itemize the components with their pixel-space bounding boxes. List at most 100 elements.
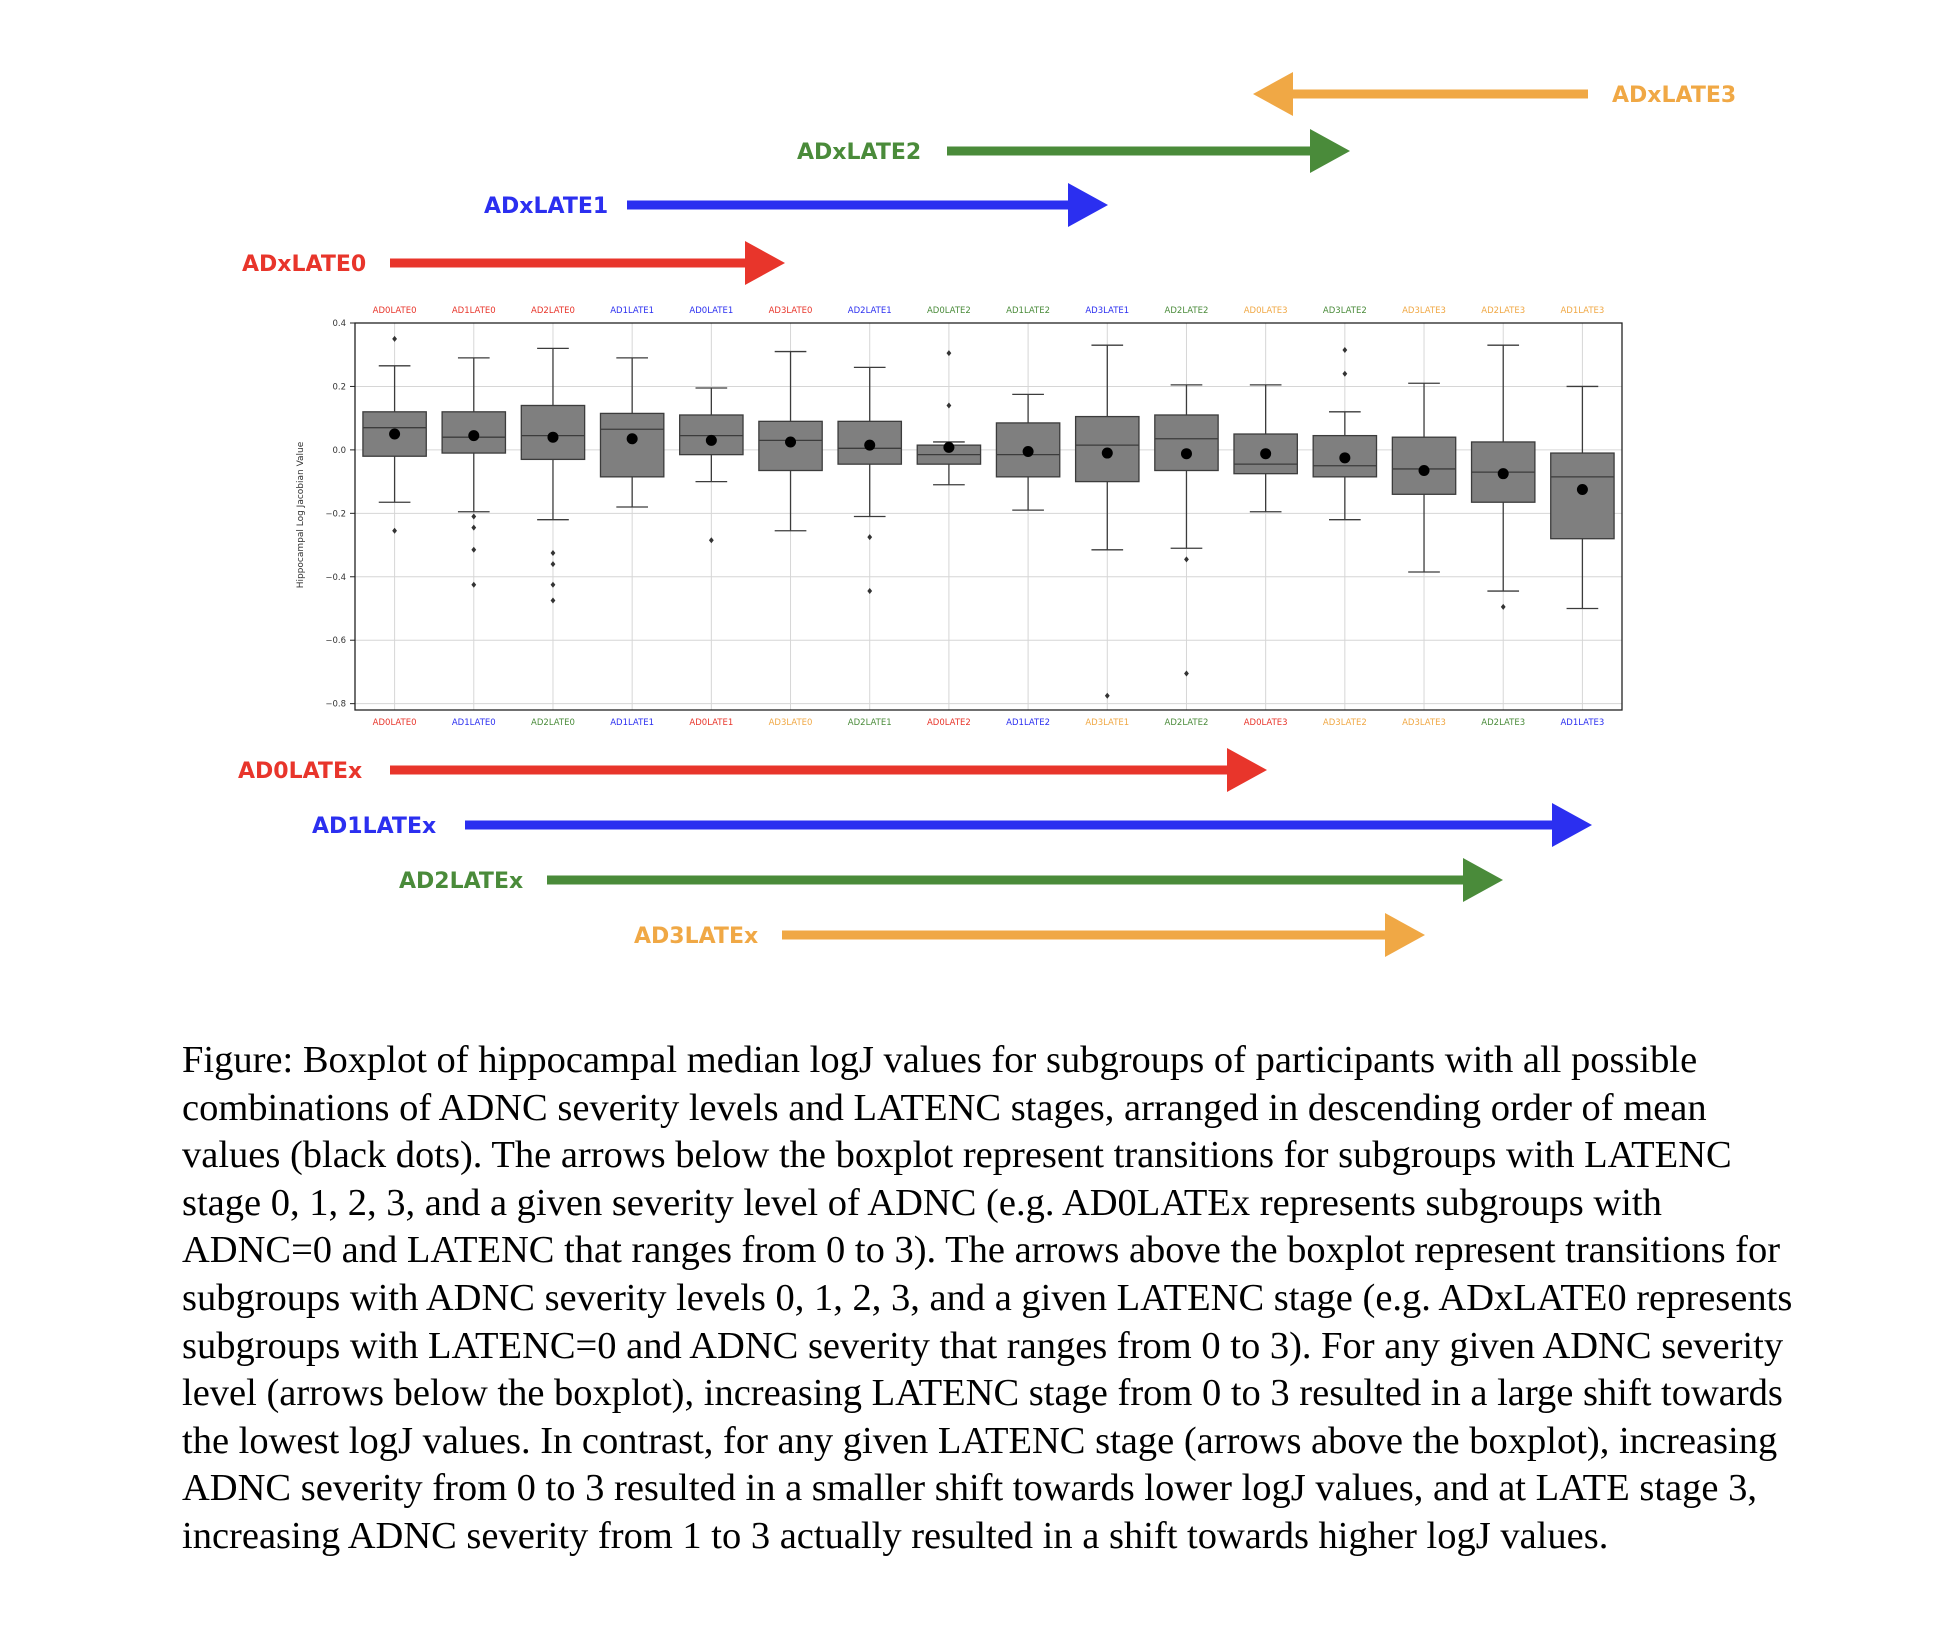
box-14: [1470, 344, 1536, 610]
box-4: [679, 387, 744, 544]
arrow-head: [1463, 858, 1503, 902]
arrow-adxlate1: ADxLATE1: [484, 183, 1108, 227]
box-0: [362, 335, 427, 534]
y-tick-label: −0.2: [325, 509, 346, 519]
arrow-adxlate3: ADxLATE3: [1253, 72, 1736, 116]
mean-dot: [1180, 448, 1192, 460]
arrow-label: ADxLATE3: [1612, 83, 1736, 108]
arrow-label: ADxLATE0: [242, 252, 366, 277]
box-10: [1154, 384, 1219, 677]
box-6: [837, 366, 903, 595]
outlier-point: [1342, 370, 1348, 377]
box-series: [362, 335, 1615, 699]
top-category-label: AD1LATE0: [452, 306, 496, 316]
grid-lines: [355, 322, 1622, 710]
arrow-shaft: [1293, 89, 1588, 99]
top-arrows: ADxLATE0 ADxLATE1 ADxLATE2 ADxLATE3: [242, 72, 1736, 285]
outlier-point: [1342, 346, 1348, 353]
box-1: [441, 357, 507, 588]
top-category-label: AD0LATE2: [927, 306, 971, 316]
outlier-point: [471, 546, 477, 553]
top-category-label: AD2LATE2: [1165, 306, 1209, 316]
mean-dot: [705, 434, 717, 446]
outlier-point: [550, 561, 556, 568]
box-2: [520, 347, 586, 604]
arrow-label: ADxLATE2: [797, 140, 921, 165]
mean-dot: [864, 439, 876, 451]
arrow-shaft: [390, 765, 1227, 775]
box-iqr: [679, 414, 744, 456]
box-12: [1312, 346, 1378, 521]
top-category-label: AD2LATE0: [531, 306, 575, 316]
top-category-label: AD2LATE3: [1481, 306, 1525, 316]
outlier-point: [1184, 556, 1189, 563]
bottom-category-label: AD2LATE2: [1165, 718, 1209, 728]
arrow-label: AD3LATEx: [634, 924, 758, 949]
outlier-point: [550, 597, 556, 604]
outlier-point: [1104, 692, 1110, 699]
y-tick-label: −0.8: [325, 700, 346, 710]
box-iqr: [599, 412, 665, 478]
top-category-label: AD3LATE2: [1323, 306, 1367, 316]
mean-dot: [1022, 445, 1034, 457]
y-tick-label: 0.2: [332, 382, 346, 392]
top-category-label: AD3LATE0: [769, 306, 813, 316]
top-axis-labels: AD0LATE0 AD1LATE0 AD2LATE0 AD1LATE1 AD0LATE1…: [373, 306, 1605, 316]
arrow-shaft: [547, 875, 1463, 885]
top-category-label: AD1LATE1: [610, 306, 654, 316]
mean-dot: [1576, 484, 1588, 496]
y-axis-label: Hippocampal Log Jacobian Value: [296, 441, 306, 588]
top-category-label: AD0LATE0: [373, 306, 417, 316]
box-11: [1233, 384, 1298, 513]
box-7: [916, 350, 982, 486]
y-tick-label: 0.0: [332, 446, 346, 456]
plot-frame: [354, 322, 1623, 711]
mean-dot: [547, 431, 559, 443]
bottom-category-label: AD1LATE1: [610, 718, 654, 728]
outlier-point: [1184, 670, 1189, 677]
y-tick-label: −0.6: [325, 636, 346, 646]
outlier-point: [392, 527, 397, 534]
bottom-category-label: AD3LATE1: [1085, 718, 1129, 728]
bottom-category-label: AD2LATE1: [848, 718, 892, 728]
arrow-shaft: [465, 820, 1552, 830]
box-15: [1550, 385, 1615, 610]
bottom-category-label: AD1LATE3: [1560, 718, 1604, 728]
mean-dot: [389, 428, 401, 440]
arrow-adxlate0: ADxLATE0: [242, 241, 785, 285]
mean-dot: [1497, 468, 1509, 480]
outlier-point: [550, 581, 556, 588]
outlier-point: [946, 350, 952, 357]
y-axis: 0.4 0.2 0.0 −0.2 −0.4 −0.6 −0.8: [325, 319, 355, 710]
bottom-category-label: AD0LATE1: [689, 718, 733, 728]
bottom-category-label: AD2LATE0: [531, 718, 575, 728]
mean-dot: [1101, 447, 1113, 459]
mean-dot: [943, 441, 955, 453]
bottom-category-label: AD1LATE2: [1006, 718, 1050, 728]
bottom-category-label: AD2LATE3: [1481, 718, 1525, 728]
arrow-ad3latex: AD3LATEx: [634, 913, 1425, 957]
outlier-point: [471, 581, 477, 588]
arrow-head: [1253, 72, 1293, 116]
top-category-label: AD0LATE3: [1244, 306, 1288, 316]
arrow-ad0latex: AD0LATEx: [238, 748, 1267, 792]
mean-dot: [1260, 448, 1272, 460]
arrow-head: [1068, 183, 1108, 227]
outlier-point: [1500, 603, 1506, 610]
arrow-head: [1385, 913, 1425, 957]
arrow-label: AD2LATEx: [399, 869, 523, 894]
top-category-label: AD1LATE2: [1006, 306, 1050, 316]
bottom-category-label: AD0LATE3: [1244, 718, 1288, 728]
outlier-point: [708, 537, 714, 544]
bottom-category-label: AD1LATE0: [452, 718, 496, 728]
bottom-category-label: AD0LATE0: [373, 718, 417, 728]
outlier-point: [392, 335, 397, 342]
arrow-ad1latex: AD1LATEx: [312, 803, 1592, 847]
bottom-category-label: AD3LATE3: [1402, 718, 1446, 728]
bottom-category-label: AD3LATE0: [769, 718, 813, 728]
boxplot-chart: 0.4 0.2 0.0 −0.2 −0.4 −0.6 −0.8 AD0LATE0 AD1LAT…: [296, 306, 1623, 728]
top-category-label: AD0LATE1: [689, 306, 733, 316]
arrow-label: AD1LATEx: [312, 814, 436, 839]
top-category-label: AD2LATE1: [848, 306, 892, 316]
